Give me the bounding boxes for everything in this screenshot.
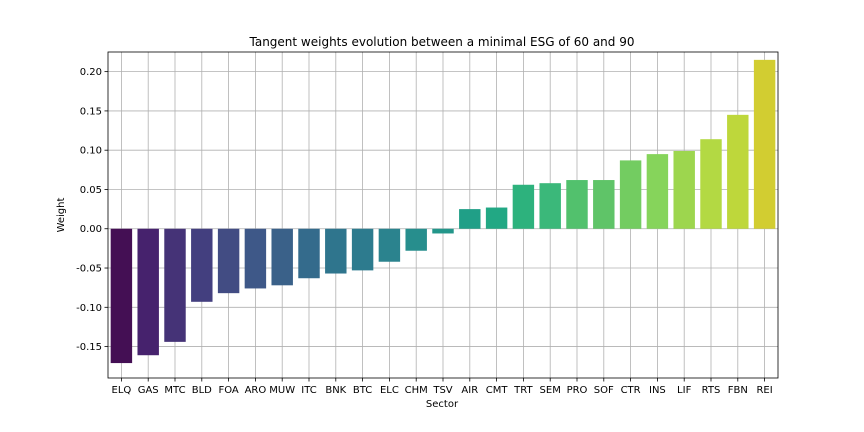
x-tick-label: TSV [432, 385, 452, 396]
bar-foa [217, 228, 240, 294]
x-tick-label: SEM [540, 385, 561, 396]
bar-fbn [727, 114, 749, 229]
x-tick-label: INS [649, 385, 666, 396]
bar-lif [673, 150, 695, 229]
y-axis-ticks: -0.15 -0.10 -0.05 0.00 0.05 0.10 0.15 0.20 [76, 67, 108, 353]
y-axis-label: Weight [56, 198, 67, 233]
x-tick-label: SOF [594, 385, 614, 396]
y-tick-label: 0.10 [80, 146, 102, 157]
bar-gas [137, 228, 159, 356]
x-tick-label: CMT [486, 385, 509, 396]
bar-btc [351, 228, 374, 271]
bar-mtc [164, 228, 186, 342]
x-tick-label: ELC [380, 385, 399, 396]
y-tick-label: -0.05 [76, 264, 102, 275]
bar-ctr [619, 160, 642, 229]
x-tick-label: BTC [353, 385, 372, 396]
x-axis-ticks: ELQ GAS MTC BLD FOA ARO MUW ITC BNK BTC ELC CHM TSV A… [112, 378, 773, 396]
x-tick-label: BNK [325, 385, 346, 396]
x-tick-label: CTR [621, 385, 641, 396]
x-tick-label: FBN [728, 385, 748, 396]
bar-sof [593, 180, 615, 229]
x-tick-label: ELQ [112, 385, 132, 396]
chart-title: Tangent weights evolution between a mini… [249, 35, 635, 49]
bar-aro [244, 228, 267, 289]
bar-muw [271, 228, 293, 286]
bar-rei [753, 59, 776, 229]
bar-sem [539, 183, 561, 229]
x-tick-label: PRO [567, 385, 588, 396]
y-tick-label: 0.00 [80, 224, 102, 235]
x-tick-label: ITC [301, 385, 316, 396]
bar-pro [566, 180, 588, 229]
bar-elq [110, 228, 133, 364]
bars [110, 59, 776, 364]
bar-rts [700, 139, 722, 229]
x-tick-label: BLD [192, 385, 212, 396]
bar-tsv [432, 228, 454, 234]
y-tick-label: -0.15 [76, 342, 102, 353]
y-tick-label: 0.15 [80, 106, 102, 117]
bar-ins [646, 154, 669, 229]
bar-trt [512, 184, 535, 229]
x-tick-label: FOA [218, 385, 238, 396]
bar-elc [378, 228, 401, 262]
x-tick-label: LIF [677, 385, 692, 396]
x-tick-label: MUW [269, 385, 295, 396]
x-tick-label: MTC [164, 385, 185, 396]
x-tick-label: ARO [245, 385, 267, 396]
bar-bld [191, 228, 213, 302]
x-tick-label: RTS [702, 385, 721, 396]
x-tick-label: REI [756, 385, 772, 396]
x-tick-label: GAS [138, 385, 159, 396]
bar-cmt [485, 207, 508, 229]
bar-bnk [325, 228, 347, 274]
bar-air [459, 209, 481, 229]
x-tick-label: TRT [513, 385, 533, 396]
y-tick-label: -0.10 [76, 303, 102, 314]
bar-chm [405, 228, 427, 251]
x-axis-label: Sector [426, 399, 459, 410]
x-tick-label: CHM [405, 385, 428, 396]
bar-itc [298, 228, 320, 279]
y-tick-label: 0.20 [80, 67, 102, 78]
x-tick-label: AIR [461, 385, 478, 396]
y-tick-label: 0.05 [80, 185, 102, 196]
